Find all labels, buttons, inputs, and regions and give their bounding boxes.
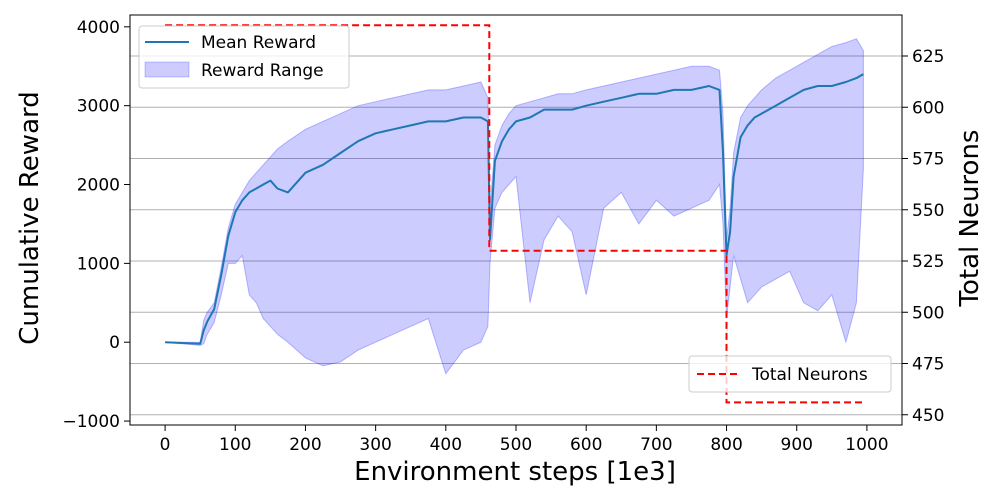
legend-reward: Mean Reward Reward Range [138, 25, 350, 89]
y-left-tick-label: 4000 [77, 18, 120, 38]
mean-reward-line [165, 73, 864, 345]
legend-neurons-frame [688, 355, 892, 393]
y-left-tick-label: 3000 [77, 97, 120, 117]
axis-layer: 0 100 200 300 400 500 600 700 800 900 1000 −1000 0 10… [62, 18, 944, 455]
y-right-axis-label: Total Neurons [955, 130, 985, 308]
x-tick-label: 300 [359, 435, 391, 455]
legend-neurons: Total Neurons [688, 355, 892, 393]
data-layer [165, 24, 864, 404]
x-tick-label: 800 [710, 435, 742, 455]
y-right-tick-label: 525 [912, 252, 944, 272]
x-tick-label: 900 [781, 435, 813, 455]
legend-reward-frame [138, 25, 350, 89]
y-right-tick-label: 475 [912, 355, 944, 375]
x-tick-label: 200 [289, 435, 321, 455]
y-right-tick-label: 550 [912, 201, 944, 221]
legend-reward-range-swatch [144, 61, 190, 78]
x-tick-label: 600 [570, 435, 602, 455]
y-left-tick-label: 2000 [77, 176, 120, 196]
reward-range-area [165, 38, 864, 375]
y-left-tick-label: −1000 [62, 412, 120, 432]
x-tick-label: 0 [160, 435, 171, 455]
legend-mean-reward-label: Mean Reward [201, 33, 316, 53]
x-tick-label: 100 [219, 435, 251, 455]
y-left-tick-label: 0 [109, 333, 120, 353]
legend-total-neurons-label: Total Neurons [751, 365, 868, 385]
y-right-tick-label: 625 [912, 47, 944, 67]
y-right-tick-label: 500 [912, 303, 944, 323]
x-tick-label: 500 [500, 435, 532, 455]
x-tick-label: 700 [640, 435, 672, 455]
y-left-axis-label: Cumulative Reward [15, 91, 45, 345]
y-right-tick-label: 600 [912, 98, 944, 118]
x-tick-label: 400 [430, 435, 462, 455]
x-tick-label: 1000 [845, 435, 888, 455]
x-axis-label: Environment steps [1e3] [354, 457, 676, 487]
y-right-tick-label: 450 [912, 406, 944, 426]
y-left-tick-label: 1000 [77, 254, 120, 274]
total-neurons-line [165, 24, 864, 404]
legend-reward-range-label: Reward Range [201, 61, 324, 81]
grid-layer [130, 55, 902, 416]
y-right-tick-label: 575 [912, 150, 944, 170]
